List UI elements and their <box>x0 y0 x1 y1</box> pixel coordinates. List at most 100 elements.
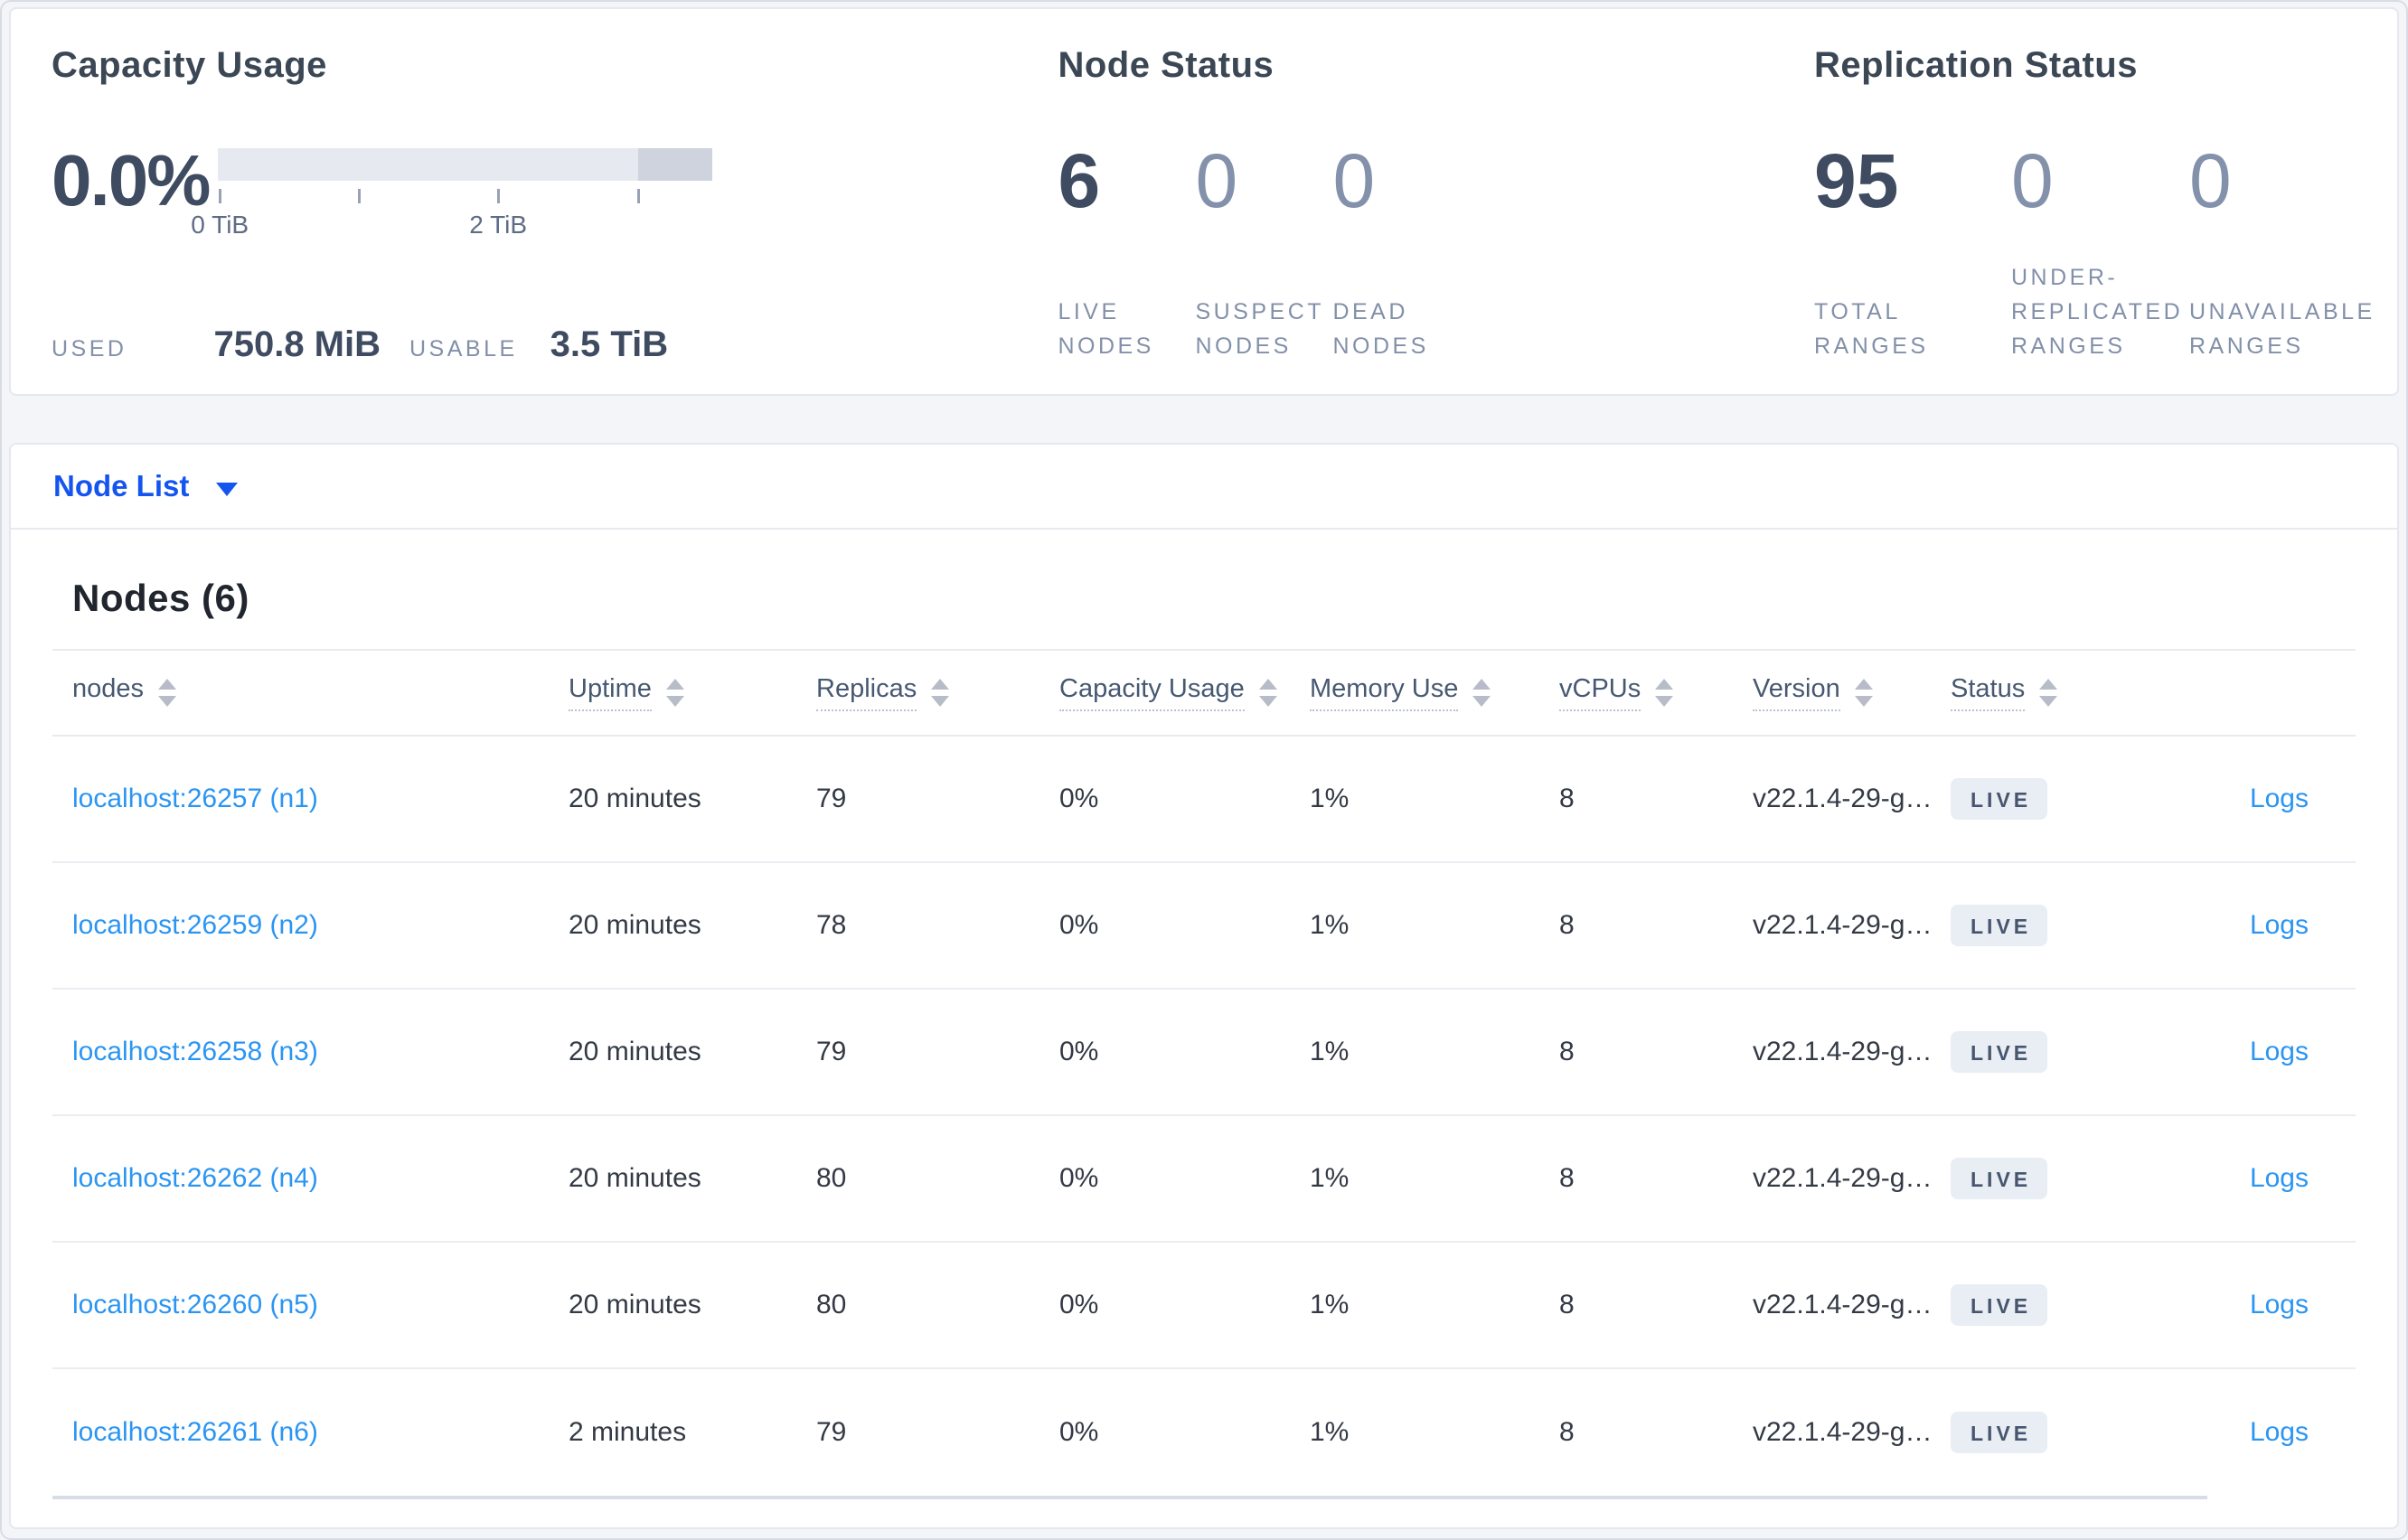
logs-link[interactable]: Logs <box>2249 1290 2309 1319</box>
cell-uptime: 20 minutes <box>569 1163 701 1193</box>
cell-logs: Logs <box>2144 1290 2356 1320</box>
table-row: localhost:26261 (n6) 2 minutes 79 0% 1% 8 v22.… <box>52 1369 2356 1496</box>
cell-node: localhost:26261 (n6) <box>52 1417 569 1448</box>
used-label: USED <box>52 336 127 362</box>
nodes-table-body: localhost:26257 (n1) 20 minutes 79 0% 1% 8 v22… <box>52 737 2356 1496</box>
cell-memory: 1% <box>1310 1163 1350 1193</box>
capacity-axis-labels: 0 TiB 2 TiB <box>191 211 712 241</box>
cell-vcpus: 8 <box>1559 1037 1575 1066</box>
sort-icon <box>1655 679 1674 707</box>
stat-label: UNDER-REPLICATED RANGES <box>2011 265 2184 359</box>
logs-link[interactable]: Logs <box>2249 1037 2309 1066</box>
sort-icon <box>158 679 177 707</box>
cell-version: v22.1.4-29-g… <box>1753 1037 1933 1066</box>
status-badge: LIVE <box>1951 1412 2048 1453</box>
logs-link[interactable]: Logs <box>2249 910 2309 940</box>
cell-replicas: 80 <box>816 1163 847 1193</box>
cell-logs: Logs <box>2144 1037 2356 1067</box>
cell-replicas: 79 <box>816 784 847 813</box>
column-header-version[interactable]: Version <box>1753 674 1951 711</box>
cell-version: v22.1.4-29-g… <box>1753 1163 1933 1193</box>
sort-icon <box>1258 679 1277 707</box>
capacity-usage-values: USED 750.8 MiB USABLE 3.5 TiB <box>52 324 1058 365</box>
cell-replicas: 80 <box>816 1290 847 1319</box>
stat-label: UNAVAILABLE RANGES <box>2189 299 2375 359</box>
sort-icon <box>665 679 684 707</box>
status-badge: LIVE <box>1951 1031 2048 1073</box>
column-header-capacity-usage[interactable]: Capacity Usage <box>1059 674 1310 711</box>
column-header-replicas[interactable]: Replicas <box>816 674 1059 711</box>
capacity-bar-dark-segment <box>637 148 712 181</box>
cell-memory: 1% <box>1310 1037 1350 1066</box>
stat-value: 0 <box>1195 138 1238 223</box>
logs-link[interactable]: Logs <box>2249 1417 2309 1447</box>
table-row: localhost:26259 (n2) 20 minutes 78 0% 1% 8 v22… <box>52 863 2356 990</box>
stat: 0 UNAVAILABLE RANGES <box>2189 143 2375 363</box>
status-badge: LIVE <box>1951 1284 2048 1326</box>
column-header-uptime[interactable]: Uptime <box>569 674 816 711</box>
logs-link[interactable]: Logs <box>2249 1163 2309 1193</box>
cell-replicas: 78 <box>816 910 847 940</box>
node-link[interactable]: localhost:26262 (n4) <box>72 1163 318 1193</box>
column-header-vcpus[interactable]: vCPUs <box>1559 674 1753 711</box>
axis-tick <box>219 189 222 203</box>
column-header-memory-use[interactable]: Memory Use <box>1310 674 1559 711</box>
axis-tick-label: 2 TiB <box>469 211 528 239</box>
cell-capacity: 0% <box>1059 1037 1099 1066</box>
stat: 6 LIVE NODES <box>1058 143 1195 363</box>
sort-icon <box>931 679 950 707</box>
nodes-table: nodes Uptime Replicas Capacity Usage Memory … <box>52 649 2356 1499</box>
cell-capacity: 0% <box>1059 910 1099 940</box>
cell-uptime: 20 minutes <box>569 1290 701 1319</box>
node-link[interactable]: localhost:26258 (n3) <box>72 1037 318 1066</box>
cell-status: LIVE <box>1951 1031 2144 1073</box>
sort-icon <box>1854 679 1873 707</box>
stat: 95 TOTAL RANGES <box>1814 143 2011 363</box>
cell-status: LIVE <box>1951 778 2144 820</box>
cell-memory: 1% <box>1310 1417 1350 1447</box>
node-list-dropdown[interactable]: Node List <box>53 469 239 503</box>
cell-node: localhost:26259 (n2) <box>52 910 569 941</box>
logs-link[interactable]: Logs <box>2249 784 2309 813</box>
stat-label: TOTAL RANGES <box>1814 299 1929 359</box>
cell-node: localhost:26260 (n5) <box>52 1290 569 1320</box>
cell-memory: 1% <box>1310 910 1350 940</box>
node-status-section: Node Status 6 LIVE NODES 0 SUSPECT NODES 0 DE… <box>1058 43 1814 394</box>
stat: 0 UNDER-REPLICATED RANGES <box>2011 143 2189 363</box>
cell-status: LIVE <box>1951 1158 2144 1199</box>
stat-value: 95 <box>1814 138 1899 223</box>
capacity-axis-ticks <box>218 189 712 204</box>
table-bottom-border <box>52 1496 2207 1499</box>
node-link[interactable]: localhost:26260 (n5) <box>72 1290 318 1319</box>
cell-vcpus: 8 <box>1559 1163 1575 1193</box>
cell-status: LIVE <box>1951 905 2144 946</box>
column-header-status[interactable]: Status <box>1951 674 2144 711</box>
cell-node: localhost:26262 (n4) <box>52 1163 569 1194</box>
status-badge: LIVE <box>1951 905 2048 946</box>
usable-label: USABLE <box>409 336 518 362</box>
node-link[interactable]: localhost:26257 (n1) <box>72 784 318 813</box>
column-header-nodes[interactable]: nodes <box>52 674 569 711</box>
capacity-usage-section: Capacity Usage 0.0% 0 TiB 2 TiB USED 750.… <box>52 43 1058 394</box>
node-link[interactable]: localhost:26261 (n6) <box>72 1417 318 1447</box>
axis-tick-label: 0 TiB <box>191 211 249 239</box>
cell-version: v22.1.4-29-g… <box>1753 784 1933 813</box>
sort-icon <box>1472 679 1491 707</box>
node-status-stats: 6 LIVE NODES 0 SUSPECT NODES 0 DEAD NODES <box>1058 143 1814 363</box>
node-list-header: Node List <box>11 445 2397 530</box>
cell-capacity: 0% <box>1059 1163 1099 1193</box>
cell-uptime: 20 minutes <box>569 1037 701 1066</box>
capacity-bar-track <box>218 148 712 181</box>
axis-tick <box>357 189 361 203</box>
cell-capacity: 0% <box>1059 1417 1099 1447</box>
axis-tick <box>497 189 501 203</box>
cell-memory: 1% <box>1310 1290 1350 1319</box>
cell-memory: 1% <box>1310 784 1350 813</box>
node-link[interactable]: localhost:26259 (n2) <box>72 910 318 940</box>
cell-node: localhost:26257 (n1) <box>52 784 569 814</box>
cell-vcpus: 8 <box>1559 1290 1575 1319</box>
table-row: localhost:26260 (n5) 20 minutes 80 0% 1% 8 v22… <box>52 1243 2356 1369</box>
status-badge: LIVE <box>1951 1158 2048 1199</box>
cell-version: v22.1.4-29-g… <box>1753 1417 1933 1447</box>
